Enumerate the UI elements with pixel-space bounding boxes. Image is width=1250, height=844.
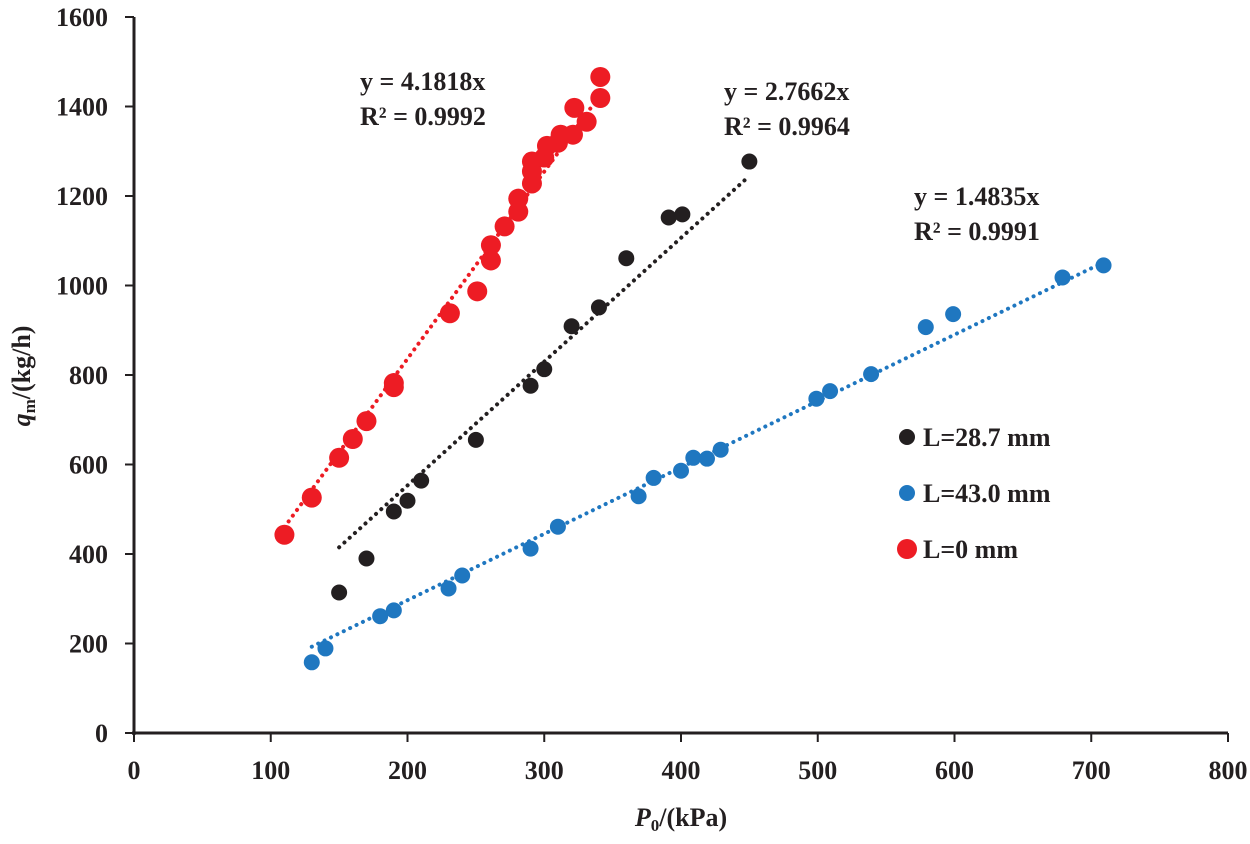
legend-label: L=28.7 mm [923, 423, 1051, 452]
trendline-equation: y = 4.1818x [360, 67, 485, 96]
data-point [385, 503, 402, 520]
x-axis-label: P0/(kPa) [634, 803, 727, 835]
data-point [562, 124, 583, 145]
x-tick-label: 0 [128, 756, 141, 785]
legend-marker [899, 429, 915, 445]
data-point [685, 449, 702, 466]
trendline-equation: y = 1.4835x [914, 182, 1039, 211]
data-point [494, 216, 515, 237]
y-axis-label: qm/(kg/h) [7, 326, 39, 427]
trendline-r2: R² = 0.9991 [914, 217, 1040, 246]
data-point [576, 111, 597, 132]
data-point [440, 580, 457, 597]
data-point [372, 608, 389, 625]
data-point [549, 518, 566, 535]
data-point [383, 373, 404, 394]
data-point [660, 209, 677, 226]
data-points [274, 66, 1112, 671]
legend: L=28.7 mm L=43.0 mm L=0 mm [897, 423, 1051, 564]
y-tick-label: 600 [69, 451, 108, 480]
data-point [618, 250, 635, 267]
y-tick-label: 1600 [56, 3, 108, 32]
data-point [590, 299, 607, 316]
data-point [356, 411, 377, 432]
legend-label: L=0 mm [923, 535, 1018, 564]
legend-label: L=43.0 mm [923, 479, 1051, 508]
data-point [480, 250, 501, 271]
x-tick-label: 700 [1072, 756, 1111, 785]
data-point [712, 441, 729, 458]
data-point [329, 447, 350, 468]
data-point [385, 602, 402, 619]
data-point [698, 450, 715, 467]
data-point [399, 492, 416, 509]
y-tick-label: 400 [69, 540, 108, 569]
x-tick-label: 600 [935, 756, 974, 785]
annotations: y = 2.7662x R² = 0.9964 y = 1.4835x R² = 0.… [360, 67, 1040, 246]
data-point [630, 488, 647, 505]
legend-marker [899, 485, 915, 501]
data-point [674, 206, 691, 223]
data-point [590, 87, 611, 108]
data-point [564, 97, 585, 118]
legend-marker [897, 539, 917, 559]
data-point [808, 390, 825, 407]
data-point [439, 303, 460, 324]
x-tick-label: 200 [388, 756, 427, 785]
data-point [301, 487, 322, 508]
data-point [563, 318, 580, 335]
data-point [467, 431, 484, 448]
data-point [1054, 269, 1071, 286]
data-point [590, 66, 611, 87]
x-tick-label: 800 [1209, 756, 1248, 785]
trendline-2 [282, 92, 603, 530]
data-point [480, 235, 501, 256]
data-point [303, 654, 320, 671]
x-tick-label: 500 [798, 756, 837, 785]
data-point [536, 361, 553, 378]
data-point [522, 377, 539, 394]
trendline-equation: y = 2.7662x [724, 77, 849, 106]
y-tick-label: 0 [95, 719, 108, 748]
data-point [467, 281, 488, 302]
data-point [274, 524, 295, 545]
trendline-r2: R² = 0.9964 [724, 112, 850, 141]
data-point [673, 462, 689, 479]
data-point [917, 319, 934, 336]
x-tick-label: 300 [525, 756, 564, 785]
x-tick-label: 400 [662, 756, 701, 785]
axes: 0 100 200 300 400 500 600 700 800 0 200 400 600 800 10… [56, 3, 1248, 785]
y-tick-label: 200 [69, 630, 108, 659]
data-point [508, 188, 529, 209]
y-tick-label: 800 [69, 361, 108, 390]
trendline-r2: R² = 0.9992 [360, 102, 486, 131]
data-point [342, 428, 363, 449]
data-point [317, 640, 334, 657]
y-tick-label: 1000 [56, 272, 108, 301]
data-point [413, 472, 430, 489]
data-point [645, 469, 662, 486]
y-tick-label: 1400 [56, 93, 108, 122]
data-point [1095, 257, 1112, 274]
y-tick-label: 1200 [56, 182, 108, 211]
data-point [522, 540, 539, 557]
data-point [741, 153, 758, 170]
data-point [358, 550, 375, 567]
data-point [863, 366, 880, 383]
data-point [331, 584, 348, 601]
data-point [945, 306, 962, 323]
x-tick-label: 100 [251, 756, 290, 785]
data-point [822, 383, 839, 400]
data-point [454, 567, 471, 584]
